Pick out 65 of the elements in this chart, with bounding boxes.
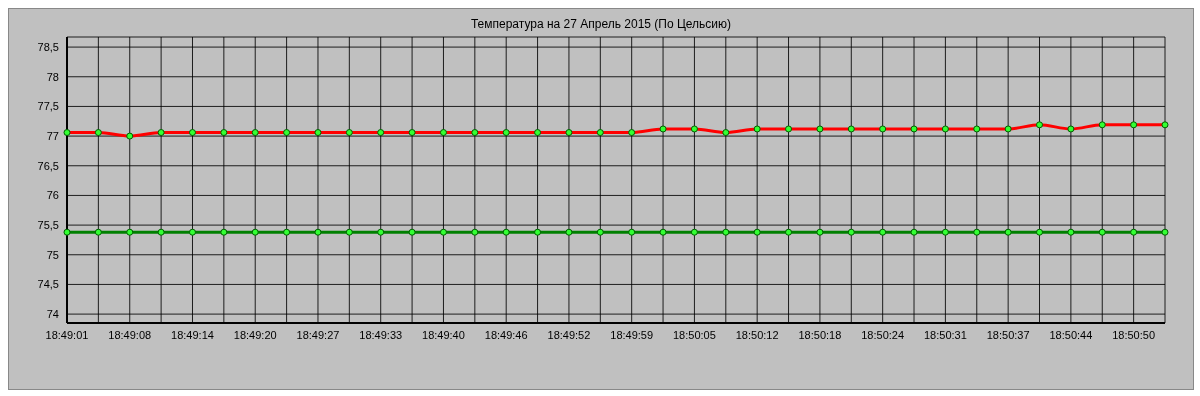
point: [628, 228, 636, 236]
point: [1130, 228, 1138, 236]
point: [471, 228, 479, 236]
x-tick-label: 18:50:24: [861, 328, 905, 341]
point: [910, 228, 918, 236]
point: [1067, 228, 1075, 236]
point: [63, 228, 71, 236]
point: [565, 228, 573, 236]
point: [722, 228, 730, 236]
point: [879, 228, 887, 236]
point: [126, 228, 134, 236]
point: [1004, 228, 1012, 236]
y-tick-label: 75,5: [37, 219, 59, 231]
point: [596, 228, 604, 236]
y-tick-label: 76: [46, 189, 59, 202]
x-tick-label: 18:49:20: [233, 328, 277, 341]
y-tick-label: 74: [46, 308, 59, 320]
point: [251, 228, 259, 236]
point: [345, 228, 353, 236]
point: [534, 228, 542, 236]
point: [157, 228, 165, 236]
x-tick-label: 18:49:33: [359, 328, 403, 341]
point: [1161, 228, 1169, 236]
y-tick-label: 75: [46, 248, 59, 261]
point: [1098, 228, 1106, 236]
y-tick-label: 78: [46, 70, 59, 83]
point: [408, 228, 416, 236]
x-tick-label: 18:49:40: [422, 328, 465, 341]
point: [753, 228, 761, 236]
x-tick-label: 18:49:01: [45, 328, 89, 341]
y-tick-label: 77,5: [37, 100, 59, 113]
x-tick-label: 18:50:18: [798, 328, 842, 341]
x-tick-label: 18:49:52: [547, 328, 591, 341]
y-tick-label: 74,5: [37, 278, 59, 291]
x-tick-label: 18:50:05: [673, 328, 716, 341]
point: [847, 228, 855, 236]
point: [188, 228, 196, 236]
x-tick-label: 18:49:27: [296, 328, 340, 341]
x-tick-label: 18:49:08: [108, 328, 152, 341]
point: [785, 228, 793, 236]
x-tick-label: 18:50:12: [735, 328, 779, 341]
point: [690, 228, 698, 236]
x-tick-label: 18:49:46: [484, 328, 528, 341]
x-tick-label: 18:50:31: [923, 328, 967, 341]
x-tick-label: 18:49:14: [171, 328, 214, 341]
point: [94, 228, 102, 236]
point: [659, 228, 667, 236]
x-tick-label: 18:50:50: [1112, 328, 1156, 341]
point: [973, 228, 981, 236]
point: [314, 228, 322, 236]
point: [283, 228, 291, 236]
point: [439, 228, 447, 236]
x-tick-label: 18:50:37: [986, 328, 1030, 341]
chart-title: Температура на 27 Апрель 2015 (По Цельсию): [469, 16, 733, 33]
y-tick-label: 77: [46, 130, 59, 142]
y-tick-label: 76,5: [37, 159, 59, 172]
point: [220, 228, 228, 236]
y-tick-label: 78,5: [37, 40, 59, 53]
point: [1036, 228, 1044, 236]
x-tick-label: 18:49:59: [610, 328, 654, 341]
point: [941, 228, 949, 236]
point: [502, 228, 510, 236]
point: [816, 228, 824, 236]
x-tick-label: 18:50:44: [1049, 328, 1093, 341]
point: [377, 228, 385, 236]
